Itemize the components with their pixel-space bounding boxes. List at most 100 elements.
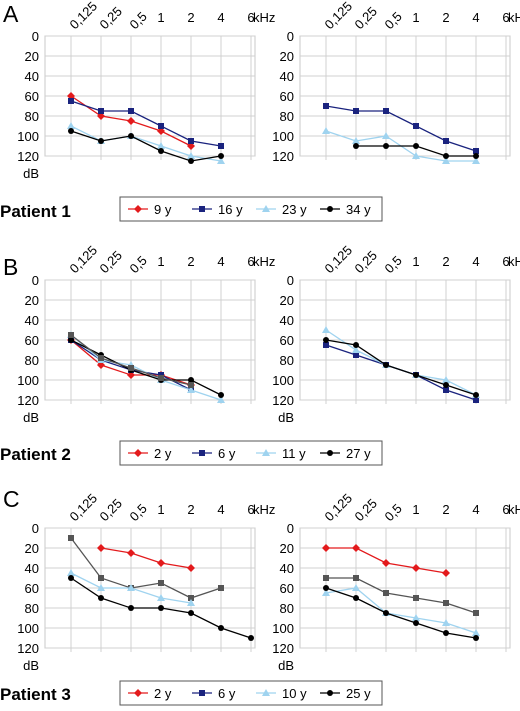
- legend-marker: [134, 205, 142, 213]
- legend-label: 27 y: [346, 446, 371, 461]
- data-point: [188, 158, 194, 164]
- legend-label: 10 y: [282, 686, 307, 701]
- series-line: [70, 100, 222, 147]
- data-point: [67, 122, 75, 129]
- data-point: [443, 153, 449, 159]
- data-point: [442, 157, 450, 164]
- y-tick-label: 120: [17, 149, 39, 164]
- y-axis-unit: dB: [23, 410, 39, 425]
- series-11y: [322, 326, 480, 398]
- y-tick-label: 120: [272, 641, 294, 656]
- data-point: [443, 138, 449, 144]
- legend-marker: [327, 690, 333, 696]
- data-point: [127, 117, 135, 125]
- data-point: [158, 123, 164, 129]
- y-tick-label: 100: [17, 129, 39, 144]
- data-point: [248, 635, 254, 641]
- y-tick-label: 80: [280, 353, 294, 368]
- x-axis-unit: kHz: [508, 10, 520, 25]
- patient-label-2: Patient 2: [0, 445, 71, 464]
- x-tick-label: 0,25: [97, 496, 126, 525]
- x-tick-label: 2: [187, 502, 194, 517]
- series-2y: [322, 544, 450, 577]
- x-axis-unit: kHz: [253, 502, 275, 517]
- series-line: [325, 344, 477, 401]
- data-point: [128, 108, 134, 114]
- x-tick-label: 4: [472, 10, 479, 25]
- data-point: [443, 387, 449, 393]
- legend-marker: [262, 205, 270, 212]
- data-point: [158, 605, 164, 611]
- x-tick-label: 0,5: [382, 501, 405, 524]
- data-point: [353, 108, 359, 114]
- x-tick-label: 6: [502, 10, 509, 25]
- data-point: [128, 365, 134, 371]
- x-tick-label: 1: [157, 502, 164, 517]
- y-tick-label: 20: [280, 49, 294, 64]
- data-point: [383, 590, 389, 596]
- data-point: [353, 352, 359, 358]
- series-line: [326, 577, 477, 614]
- panel-letter-a: A: [3, 1, 19, 27]
- data-point: [412, 152, 420, 159]
- y-tick-label: 100: [17, 373, 39, 388]
- data-point: [412, 564, 420, 572]
- x-tick-label: 4: [472, 254, 479, 269]
- series-line: [70, 334, 222, 401]
- data-point: [413, 620, 419, 626]
- y-tick-label: 20: [25, 541, 39, 556]
- data-point: [473, 148, 479, 154]
- data-point: [187, 564, 195, 572]
- series-line: [70, 125, 222, 162]
- series-line: [100, 547, 192, 569]
- y-axis-unit: dB: [278, 658, 294, 673]
- series-16y: [68, 98, 224, 149]
- y-tick-label: 120: [17, 393, 39, 408]
- data-point: [383, 610, 389, 616]
- data-point: [473, 610, 479, 616]
- series-25y: [68, 575, 254, 641]
- data-point: [218, 392, 224, 398]
- x-tick-label: 0,125: [322, 491, 356, 525]
- data-point: [187, 152, 195, 159]
- legend-marker: [262, 449, 270, 456]
- y-tick-label: 80: [280, 109, 294, 124]
- x-tick-label: 4: [217, 502, 224, 517]
- series-line: [325, 105, 477, 152]
- data-point: [353, 143, 359, 149]
- data-point: [98, 108, 104, 114]
- y-tick-label: 60: [280, 581, 294, 596]
- x-tick-label: 1: [157, 10, 164, 25]
- series-27y: [68, 337, 224, 398]
- x-tick-label: 0,25: [352, 248, 381, 277]
- data-point: [127, 549, 135, 557]
- data-point: [98, 355, 104, 361]
- series-unnamed: [68, 332, 194, 388]
- x-tick-label: 1: [412, 254, 419, 269]
- x-tick-label: 0,25: [97, 248, 126, 277]
- data-point: [443, 382, 449, 388]
- y-tick-label: 40: [25, 69, 39, 84]
- data-point: [322, 326, 330, 333]
- data-point: [188, 382, 194, 388]
- data-point: [218, 143, 224, 149]
- data-point: [473, 392, 479, 398]
- series-line: [325, 587, 477, 639]
- series-line: [70, 339, 222, 396]
- x-axis-unit: kHz: [253, 254, 275, 269]
- legend-marker: [262, 689, 270, 696]
- data-point: [382, 559, 390, 567]
- legend-label: 2 y: [154, 686, 172, 701]
- y-tick-label: 80: [280, 601, 294, 616]
- x-tick-label: 1: [157, 254, 164, 269]
- data-point: [473, 635, 479, 641]
- x-tick-label: 0,5: [127, 9, 150, 32]
- panel-letter-c: C: [3, 486, 20, 512]
- x-tick-label: 0,5: [382, 253, 405, 276]
- data-point: [217, 396, 225, 403]
- data-point: [218, 625, 224, 631]
- y-tick-label: 60: [25, 581, 39, 596]
